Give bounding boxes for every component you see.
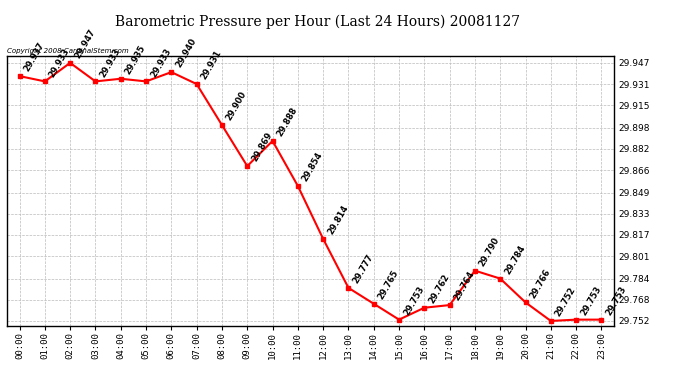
Text: 29.854: 29.854 xyxy=(301,151,324,183)
Text: 29.888: 29.888 xyxy=(275,106,299,138)
Text: Barometric Pressure per Hour (Last 24 Hours) 20081127: Barometric Pressure per Hour (Last 24 Ho… xyxy=(115,15,520,29)
Text: 29.935: 29.935 xyxy=(124,44,148,76)
Text: 29.784: 29.784 xyxy=(503,243,527,276)
Text: 29.937: 29.937 xyxy=(22,41,46,74)
Text: 29.869: 29.869 xyxy=(250,131,274,164)
Text: 29.762: 29.762 xyxy=(427,272,451,305)
Text: 29.940: 29.940 xyxy=(174,37,198,69)
Text: 29.752: 29.752 xyxy=(553,286,578,318)
Text: 29.766: 29.766 xyxy=(529,267,552,300)
Text: 29.900: 29.900 xyxy=(225,90,248,122)
Text: 29.947: 29.947 xyxy=(73,28,97,60)
Text: 29.933: 29.933 xyxy=(48,46,72,79)
Text: 29.753: 29.753 xyxy=(579,284,603,317)
Text: 29.933: 29.933 xyxy=(149,46,172,79)
Text: 29.777: 29.777 xyxy=(351,253,375,285)
Text: 29.753: 29.753 xyxy=(402,284,426,317)
Text: 29.933: 29.933 xyxy=(98,46,122,79)
Text: 29.765: 29.765 xyxy=(377,268,400,301)
Text: 29.753: 29.753 xyxy=(604,284,628,317)
Text: 29.790: 29.790 xyxy=(477,236,502,268)
Text: 29.931: 29.931 xyxy=(199,49,224,81)
Text: Copyright 2008 CardinalStem.com: Copyright 2008 CardinalStem.com xyxy=(7,48,128,54)
Text: 29.764: 29.764 xyxy=(453,270,476,302)
Text: 29.814: 29.814 xyxy=(326,204,350,236)
